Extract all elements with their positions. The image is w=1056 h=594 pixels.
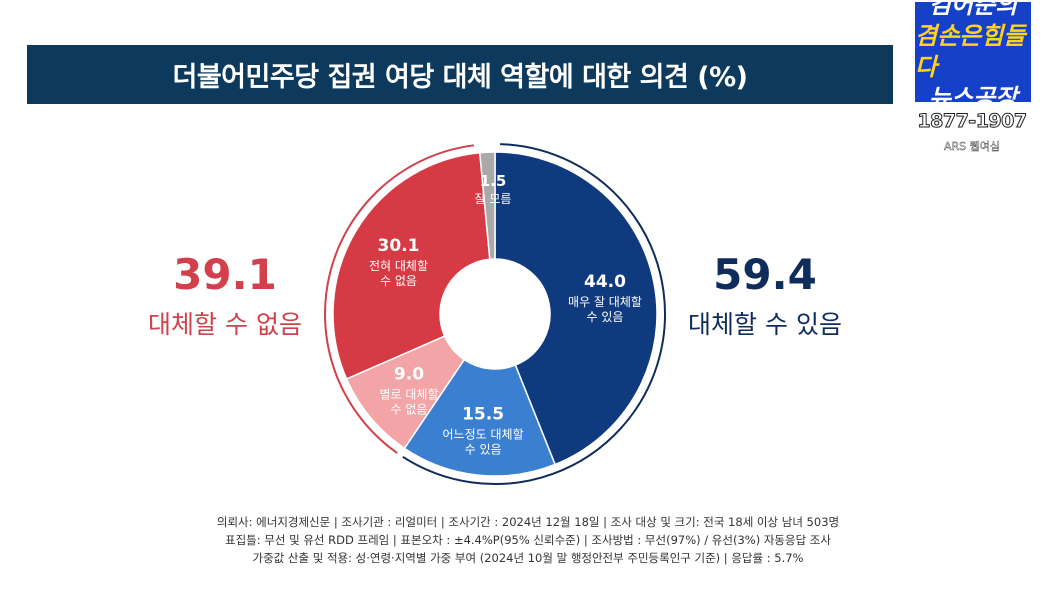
logo-line2b: 힘들다 (915, 22, 1026, 81)
ars-label: ARS 웹여심 (943, 140, 1000, 153)
slice-value-label: 44.0 (584, 272, 626, 292)
slice-category-label: 수 없음 (391, 403, 428, 417)
left-group-value: 39.1 (173, 250, 277, 299)
donut-slice (478, 151, 496, 261)
footer-line3: 가중값 산출 및 적용: 성·연령·지역별 가중 부여 (2024년 10월 말… (252, 551, 804, 565)
slice-value-label: 30.1 (378, 236, 420, 256)
channel-logo: 김어준의 겸손은힘들다 뉴스공장 (913, 0, 1033, 112)
slice-category-label: 수 있음 (465, 442, 502, 456)
chart-title-bar: 더불어민주당 집권 여당 대체 역할에 대한 의견 (%) (27, 45, 893, 104)
logo-line3: 뉴스공장 (928, 84, 1018, 112)
right-group-label: 대체할 수 있음 (688, 310, 842, 339)
right-group-bracket (402, 143, 666, 485)
left-group-label: 대체할 수 없음 (148, 310, 302, 339)
logo-line1: 김어준의 (928, 0, 1018, 19)
donut-slice (332, 151, 491, 380)
slice-category-label: 잘 모름 (475, 192, 512, 206)
slice-category-label: 수 있음 (587, 310, 624, 324)
left-group-bracket (324, 144, 475, 454)
slice-category-label: 어느정도 대체할 (443, 427, 524, 441)
footer-notes: 의뢰사: 에너지경제신문 | 조사기관 : 리얼미터 | 조사기간 : 2024… (0, 513, 1056, 567)
logo-line2a: 겸손은 (915, 22, 982, 50)
slice-category-label: 전혀 대체할 (369, 259, 428, 273)
slice-category-label: 매우 잘 대체할 (568, 295, 642, 309)
slice-category-label: 수 없음 (380, 274, 417, 288)
slice-value-label: 9.0 (394, 365, 424, 385)
donut-slice (403, 358, 557, 477)
slice-category-label: 별로 대체할 (379, 388, 438, 402)
slice-value-label: 1.5 (480, 172, 507, 190)
chart-title: 더불어민주당 집권 여당 대체 역할에 대한 의견 (%) (172, 62, 749, 93)
slice-value-label: 15.5 (462, 404, 504, 424)
footer-line1: 의뢰사: 에너지경제신문 | 조사기관 : 리얼미터 | 조사기간 : 2024… (216, 515, 840, 529)
donut-slice (494, 151, 658, 466)
right-group-value: 59.4 (713, 250, 817, 299)
footer-line2: 표집틀: 무선 및 유선 RDD 프레임 | 표본오차 : ±4.4%P(95%… (225, 533, 831, 547)
phone-number: 1877-1907 (917, 110, 1028, 133)
logo-line2: 겸손은힘들다 (915, 21, 1031, 83)
